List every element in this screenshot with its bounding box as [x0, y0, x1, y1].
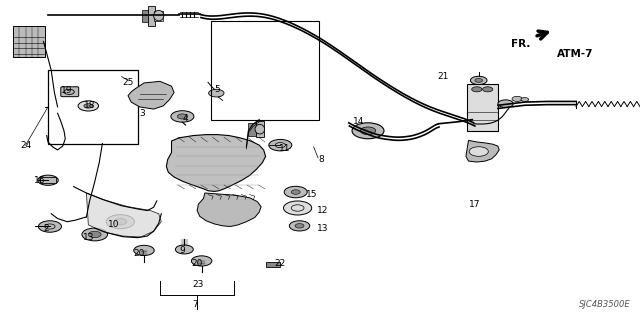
Circle shape	[171, 111, 194, 122]
Text: 17: 17	[469, 200, 481, 209]
Text: 13: 13	[317, 224, 328, 233]
Text: 23: 23	[193, 280, 204, 289]
Text: 8: 8	[319, 155, 324, 164]
Circle shape	[284, 201, 312, 215]
Circle shape	[88, 231, 101, 238]
Bar	[40, 177, 56, 183]
Text: 25: 25	[122, 78, 134, 87]
Text: 9: 9	[180, 246, 185, 255]
Polygon shape	[148, 6, 155, 26]
Text: 7: 7	[193, 300, 198, 309]
Circle shape	[284, 186, 307, 198]
Circle shape	[209, 89, 224, 97]
Circle shape	[475, 78, 483, 82]
Circle shape	[78, 101, 99, 111]
Text: SJC4B3500E: SJC4B3500E	[579, 300, 630, 309]
Text: 24: 24	[20, 141, 31, 150]
Circle shape	[82, 228, 108, 241]
Circle shape	[269, 139, 292, 151]
Circle shape	[38, 221, 61, 232]
Text: 19: 19	[61, 86, 73, 95]
Text: 4: 4	[183, 114, 188, 122]
Text: 16: 16	[34, 176, 45, 185]
Text: ATM-7: ATM-7	[557, 49, 593, 59]
Circle shape	[472, 87, 482, 92]
Text: 22: 22	[274, 259, 285, 268]
Circle shape	[295, 224, 304, 228]
Text: 11: 11	[279, 144, 291, 153]
Circle shape	[470, 76, 487, 85]
Circle shape	[84, 104, 93, 108]
Circle shape	[512, 96, 522, 101]
Circle shape	[191, 256, 212, 266]
Text: 12: 12	[317, 206, 328, 215]
Text: 20: 20	[134, 249, 145, 258]
Polygon shape	[128, 81, 174, 109]
Text: 13: 13	[83, 233, 94, 242]
FancyBboxPatch shape	[61, 87, 79, 97]
Circle shape	[38, 175, 58, 185]
Text: 18: 18	[84, 101, 95, 110]
Circle shape	[483, 87, 493, 92]
Text: FR.: FR.	[511, 39, 530, 49]
Polygon shape	[166, 135, 266, 191]
Circle shape	[134, 245, 154, 256]
Circle shape	[175, 245, 193, 254]
Circle shape	[114, 219, 127, 225]
Circle shape	[469, 147, 488, 156]
Circle shape	[360, 127, 376, 135]
Text: 15: 15	[306, 190, 317, 199]
Circle shape	[291, 190, 300, 194]
Circle shape	[106, 215, 134, 229]
Circle shape	[521, 98, 529, 101]
Polygon shape	[142, 10, 148, 22]
Circle shape	[289, 221, 310, 231]
Text: 2: 2	[44, 224, 49, 233]
Text: 21: 21	[437, 72, 449, 81]
Text: 10: 10	[108, 220, 120, 229]
Text: 20: 20	[191, 259, 203, 268]
Ellipse shape	[154, 11, 164, 21]
Bar	[467, 84, 498, 131]
Circle shape	[498, 100, 513, 108]
Polygon shape	[154, 11, 163, 21]
Polygon shape	[197, 193, 261, 226]
Bar	[266, 262, 280, 267]
Text: 5: 5	[215, 85, 220, 94]
Text: 14: 14	[353, 117, 364, 126]
Circle shape	[177, 114, 188, 119]
Polygon shape	[86, 193, 161, 237]
Bar	[48, 70, 138, 144]
Ellipse shape	[255, 124, 265, 134]
Circle shape	[352, 123, 384, 139]
Text: 3: 3	[140, 109, 145, 118]
Polygon shape	[248, 123, 256, 136]
Bar	[211, 21, 319, 120]
Polygon shape	[256, 121, 264, 137]
Bar	[13, 26, 45, 57]
Polygon shape	[466, 140, 499, 162]
